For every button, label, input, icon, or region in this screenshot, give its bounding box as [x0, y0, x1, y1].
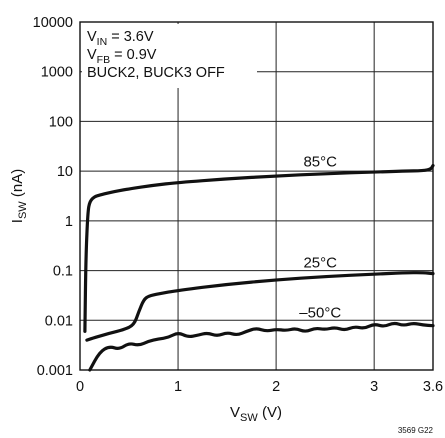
x-tick-label: 2 — [272, 379, 280, 395]
x-tick-label: 0 — [76, 379, 84, 395]
y-tick-label: 10000 — [33, 15, 73, 31]
y-tick-label: 1000 — [41, 65, 73, 81]
series-group — [85, 166, 433, 371]
curve-label: 25°C — [303, 255, 337, 272]
x-tick-label: 1 — [174, 379, 182, 395]
y-tick-label: 100 — [49, 114, 73, 130]
y-tick-label: 1 — [65, 214, 73, 230]
y-tick-label: 10 — [57, 164, 73, 180]
x-tick-labels: 0 1 2 3 3.6 — [76, 379, 443, 395]
x-axis-label: VSW (V) — [230, 404, 282, 424]
curve-label: 85°C — [303, 153, 337, 170]
y-tick-label: 0.1 — [53, 264, 73, 280]
figure-id: 3569 G22 — [398, 426, 434, 435]
series-line-0 — [85, 166, 433, 332]
y-tick-labels: 0.001 0.01 0.1 1 10 100 1000 10000 — [33, 15, 73, 379]
y-tick-label: 0.001 — [37, 363, 73, 379]
condition-line: BUCK2, BUCK3 OFF — [87, 65, 225, 81]
y-axis-label: ISW (nA) — [9, 169, 29, 223]
curve-labels: 85°C 25°C –50°C — [298, 152, 342, 321]
y-tick-label: 0.01 — [45, 313, 73, 329]
series-line-2 — [90, 323, 433, 370]
curve-label: –50°C — [299, 304, 341, 321]
x-tick-label: 3 — [370, 379, 378, 395]
x-tick-label: 3.6 — [423, 379, 443, 395]
